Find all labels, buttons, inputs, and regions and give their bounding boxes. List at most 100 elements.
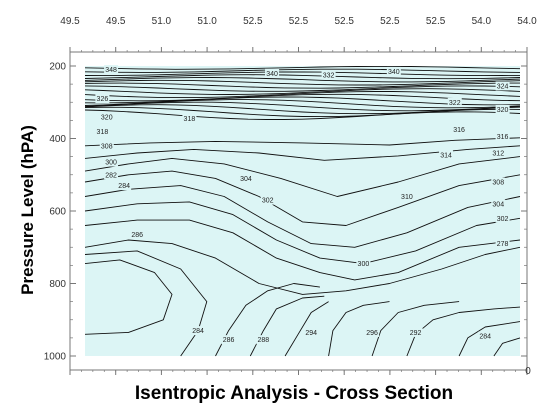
contour-label-bg	[260, 195, 275, 205]
isentrope-line	[84, 145, 521, 161]
isentrope-line	[84, 77, 521, 83]
isentrope-contours	[84, 65, 521, 357]
contour-label-bg	[447, 97, 462, 107]
x-tick-label: 52.5	[426, 16, 446, 27]
y-tick-label: 600	[49, 207, 66, 218]
contour-label-bg	[491, 199, 506, 209]
isentrope-line	[84, 96, 521, 106]
contour-label: 286	[131, 232, 143, 239]
contour-label: 288	[258, 337, 270, 344]
x-tick-label: 52.5	[243, 16, 263, 27]
isentrope-line	[84, 93, 521, 102]
plot-area	[85, 66, 520, 356]
contour-label-bg	[439, 150, 454, 160]
contour-label-bg	[130, 230, 145, 240]
contour-label: 294	[305, 330, 317, 337]
contour-label: 300	[358, 261, 370, 268]
contour-label-bg	[356, 259, 371, 269]
isentrope-line	[84, 79, 521, 86]
isentrope-line	[84, 185, 521, 248]
contour-label: 308	[492, 180, 504, 187]
contour-label: 286	[223, 337, 235, 344]
contour-label: 318	[184, 116, 196, 123]
isentrope-line	[84, 219, 521, 281]
contour-label-bg	[408, 327, 423, 337]
isentrope-line	[458, 321, 521, 357]
contour-label-bg	[117, 181, 132, 191]
contour-label: 278	[497, 241, 509, 248]
x-tick-label: 54.0	[517, 16, 537, 27]
x-tick-label: 49.5	[106, 16, 126, 27]
plot-background	[85, 66, 520, 356]
contour-label-bg	[452, 124, 467, 134]
contour-label-bg	[495, 239, 510, 249]
contour-label: 322	[449, 100, 461, 107]
contour-label: 314	[440, 152, 452, 159]
contour-label-bg	[321, 70, 336, 80]
y-tick-label: 400	[49, 134, 66, 145]
x-axis-title: Isentropic Analysis - Cross Section	[135, 383, 453, 404]
x-tick-label: 52.5	[380, 16, 400, 27]
x-tick-label: 54.0	[472, 16, 492, 27]
isentrope-line	[406, 306, 521, 357]
contour-label-bg	[304, 327, 319, 337]
contour-label-bg	[182, 114, 197, 124]
isentrope-line	[328, 301, 390, 357]
contour-label: 304	[492, 201, 504, 208]
contour-label: 292	[410, 330, 422, 337]
contour-label: 340	[266, 71, 278, 78]
contour-label: 282	[105, 172, 117, 179]
isentrope-line	[84, 101, 521, 112]
contour-label: 284	[192, 328, 204, 335]
contour-labels: 348 340 332 340 324 326 322 320 320 318 318 316 316 3…	[95, 65, 510, 345]
x-tick-label: 49.5	[60, 16, 80, 27]
isentrope-line	[215, 283, 320, 357]
contour-label: 296	[366, 330, 378, 337]
contour-label: 332	[323, 73, 335, 80]
contour-label-bg	[365, 327, 380, 337]
isentrope-line	[84, 65, 521, 70]
contour-label: 326	[97, 96, 109, 103]
contour-label: 304	[240, 176, 252, 183]
y-tick-label: 1000	[44, 352, 67, 363]
contour-label-bg	[191, 326, 206, 336]
contour-label: 316	[497, 134, 509, 141]
contour-label-bg	[495, 105, 510, 114]
contour-label-bg	[95, 94, 110, 104]
x-tick-label: 51.0	[197, 16, 217, 27]
contour-label: 308	[101, 143, 113, 150]
contour-label-bg	[495, 81, 510, 91]
contour-label: 340	[388, 69, 400, 76]
isentrope-line	[84, 239, 521, 295]
isentrope-line	[84, 71, 521, 77]
contour-label: 312	[492, 151, 504, 158]
x-axis: 49.5 49.5 51.0 51.0 52.5 52.5 52.5 52.5 52.5 54.0…	[60, 16, 537, 375]
contour-label-bg	[221, 335, 236, 345]
isentrope-line	[84, 85, 521, 92]
contour-label-bg	[99, 141, 114, 151]
contour-label-bg	[238, 173, 253, 183]
isentrope-line	[284, 301, 329, 357]
y-tick-label: 800	[49, 279, 66, 290]
contour-label: 320	[497, 107, 509, 114]
contour-label-bg	[104, 170, 119, 180]
contour-label: 316	[453, 127, 465, 134]
contour-label: 318	[97, 129, 109, 136]
y-axis-title: Pressure Level (hPA)	[18, 125, 37, 295]
contour-label-bg	[386, 66, 401, 76]
isentrope-line	[84, 156, 521, 197]
contour-label: 324	[497, 83, 509, 90]
isentrope-line	[84, 91, 521, 99]
contour-label-bg	[491, 148, 506, 158]
y-axis: 200 400 600 800 1000	[44, 62, 527, 363]
contour-label: 284	[479, 334, 491, 341]
contour-label-bg	[104, 65, 119, 75]
contour-label: 320	[101, 114, 113, 121]
isentrope-line	[84, 99, 521, 109]
contour-label: 310	[401, 194, 413, 201]
isentrope-line	[84, 170, 521, 226]
isentrope-line	[84, 109, 521, 120]
contour-label: 348	[105, 67, 117, 74]
contour-label-bg	[399, 192, 414, 201]
